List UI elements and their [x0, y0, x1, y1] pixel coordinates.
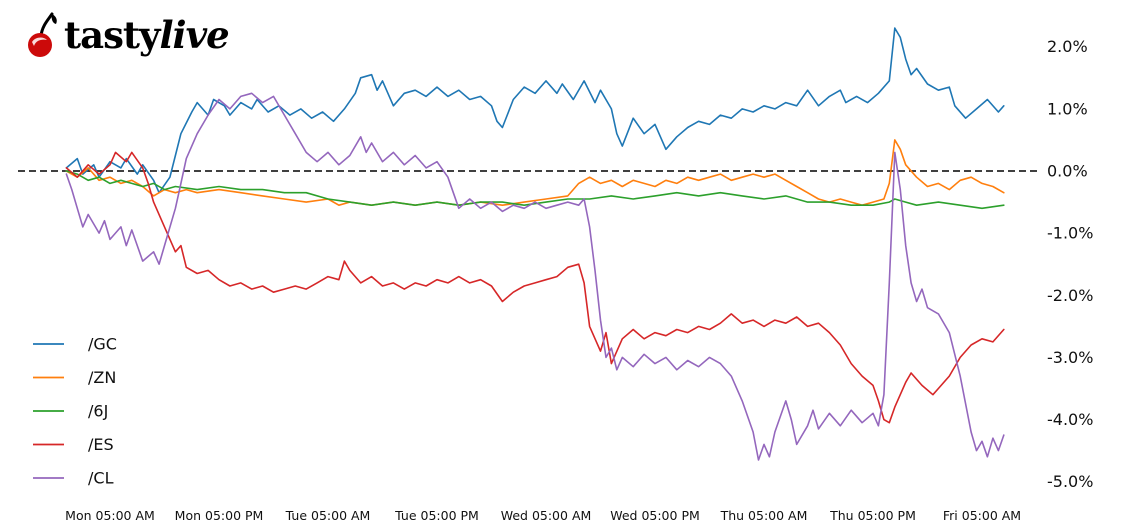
x-tick-label: Wed 05:00 PM	[610, 508, 700, 523]
y-tick-label: -2.0%	[1047, 286, 1093, 305]
x-tick-label: Fri 05:00 AM	[943, 508, 1021, 523]
tastylive-logo: tastylive	[22, 10, 230, 60]
legend-label-gc: /GC	[88, 335, 117, 354]
series-line-cl	[65, 92, 1005, 461]
legend-label-zn: /ZN	[88, 368, 116, 387]
brand-name-live: live	[159, 12, 230, 57]
brand-name: tastylive	[64, 16, 230, 54]
brand-name-tasty: tasty	[64, 12, 160, 57]
x-tick-label: Tue 05:00 PM	[394, 508, 479, 523]
cherry-icon	[28, 12, 57, 57]
series-line-gc	[65, 27, 1005, 194]
x-tick-label: Wed 05:00 AM	[501, 508, 592, 523]
y-tick-label: -1.0%	[1047, 224, 1093, 243]
series-line-es	[65, 151, 1005, 424]
x-tick-label: Thu 05:00 AM	[720, 508, 808, 523]
legend-label-6j: /6J	[88, 402, 108, 421]
x-tick-label: Mon 05:00 PM	[175, 508, 264, 523]
y-tick-label: 1.0%	[1047, 99, 1088, 118]
x-tick-label: Mon 05:00 AM	[65, 508, 155, 523]
x-tick-label: Tue 05:00 AM	[285, 508, 371, 523]
y-tick-label: 0.0%	[1047, 162, 1088, 181]
y-tick-label: -4.0%	[1047, 410, 1093, 429]
series-line-6j	[65, 170, 1005, 210]
y-tick-label: 2.0%	[1047, 37, 1088, 56]
series-line-zn	[65, 139, 1005, 206]
legend-label-cl: /CL	[88, 469, 114, 488]
y-tick-label: -3.0%	[1047, 348, 1093, 367]
y-tick-label: -5.0%	[1047, 472, 1093, 491]
legend-label-es: /ES	[88, 435, 114, 454]
x-tick-label: Thu 05:00 PM	[829, 508, 916, 523]
